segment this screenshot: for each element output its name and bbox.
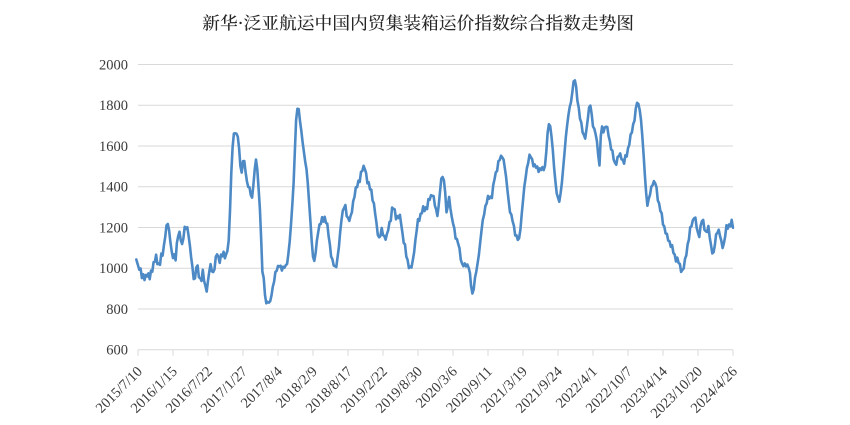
svg-text:1800: 1800 <box>99 98 128 114</box>
svg-text:1400: 1400 <box>99 180 128 196</box>
svg-text:800: 800 <box>106 302 128 318</box>
svg-text:1000: 1000 <box>99 261 128 277</box>
svg-text:1200: 1200 <box>99 220 128 236</box>
svg-text:2000: 2000 <box>99 57 128 73</box>
svg-text:600: 600 <box>106 343 128 359</box>
svg-text:1600: 1600 <box>99 139 128 155</box>
